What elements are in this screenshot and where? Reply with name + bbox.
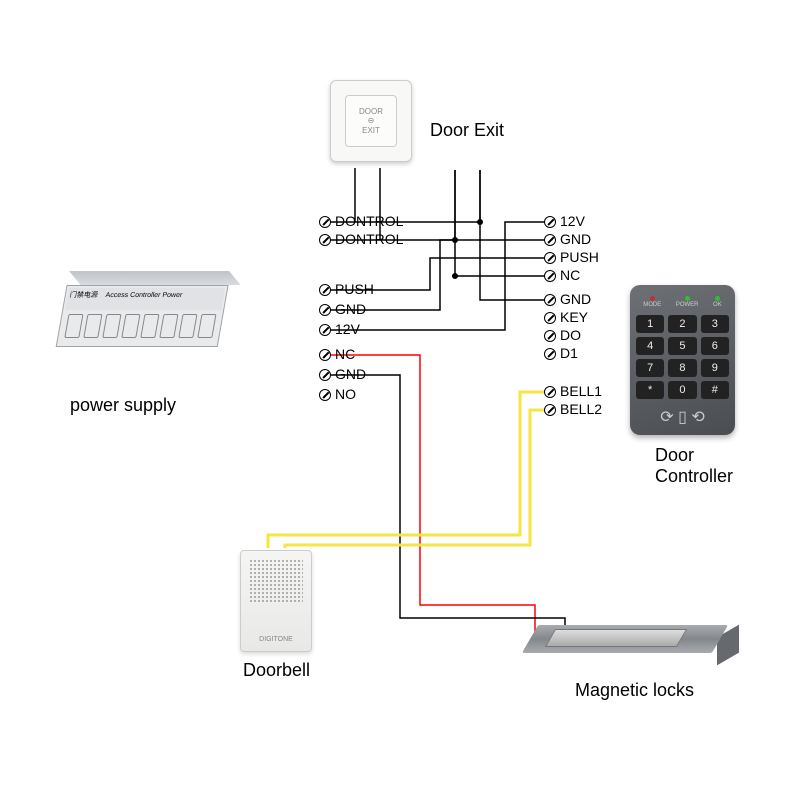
- terminal-icon: [544, 386, 556, 398]
- terminal-label: NC: [335, 346, 355, 362]
- door-exit-label: Door Exit: [430, 120, 504, 141]
- controller-led: OK: [713, 296, 722, 308]
- terminal-label: DONTROL: [335, 213, 403, 229]
- terminal-icon: [319, 324, 331, 336]
- keypad-key: 6: [701, 337, 729, 355]
- terminal-label: PUSH: [560, 249, 599, 265]
- terminal-label: GND: [560, 231, 591, 247]
- magnetic-lock-label: Magnetic locks: [575, 680, 694, 701]
- terminal-icon: [544, 252, 556, 264]
- wire: [320, 375, 565, 640]
- terminal-label: NC: [560, 267, 580, 283]
- terminal-label: BELL2: [560, 401, 602, 417]
- terminal-icon: [544, 312, 556, 324]
- door-controller-device: MODEPOWEROK 123456789*0# ⟳ ▯ ⟲: [630, 285, 735, 435]
- junction: [452, 273, 458, 279]
- terminal-icon: [319, 349, 331, 361]
- junction: [477, 219, 483, 225]
- keypad-key: *: [636, 381, 664, 399]
- wire: [455, 170, 550, 276]
- keypad-key: 3: [701, 315, 729, 333]
- terminal-label: GND: [335, 301, 366, 317]
- keypad-key: #: [701, 381, 729, 399]
- power-supply-cn: 门禁电源: [69, 292, 98, 299]
- terminal-icon: [544, 234, 556, 246]
- magnetic-lock-device: [530, 625, 720, 665]
- keypad-key: 4: [636, 337, 664, 355]
- controller-led: POWER: [676, 296, 699, 308]
- terminal-icon: [544, 294, 556, 306]
- junction: [452, 237, 458, 243]
- terminal-icon: [319, 216, 331, 228]
- power-supply-device: 门禁电源 Access Controller Power: [53, 285, 226, 360]
- keypad-key: 0: [668, 381, 696, 399]
- keypad-key: 1: [636, 315, 664, 333]
- wire: [320, 170, 455, 240]
- terminal-icon: [319, 284, 331, 296]
- terminal-label: 12V: [560, 213, 585, 229]
- terminal-icon: [319, 369, 331, 381]
- terminal-label: BELL1: [560, 383, 602, 399]
- terminal-label: PUSH: [335, 281, 374, 297]
- door-controller-label: Door Controller: [655, 445, 733, 487]
- terminal-label: 12V: [335, 321, 360, 337]
- terminal-icon: [319, 389, 331, 401]
- door-exit-device: DOOR ⊖ EXIT: [330, 80, 412, 162]
- keypad-key: 2: [668, 315, 696, 333]
- terminal-icon: [544, 270, 556, 282]
- doorbell-device: DIGITONE: [240, 550, 312, 652]
- terminal-icon: [544, 330, 556, 342]
- terminal-label: DO: [560, 327, 581, 343]
- terminal-label: NO: [335, 386, 356, 402]
- keypad-key: 5: [668, 337, 696, 355]
- terminal-label: DONTROL: [335, 231, 403, 247]
- keypad-key: 8: [668, 359, 696, 377]
- terminal-icon: [544, 348, 556, 360]
- controller-led: MODE: [643, 296, 661, 308]
- terminal-label: GND: [335, 366, 366, 382]
- terminal-icon: [544, 404, 556, 416]
- terminal-icon: [319, 234, 331, 246]
- wire: [285, 410, 550, 548]
- terminal-icon: [544, 216, 556, 228]
- terminal-label: GND: [560, 291, 591, 307]
- terminal-icon: [319, 304, 331, 316]
- power-supply-en: Access Controller Power: [105, 292, 183, 299]
- wire: [268, 392, 550, 548]
- terminal-label: D1: [560, 345, 578, 361]
- wire: [480, 170, 550, 300]
- keypad-key: 7: [636, 359, 664, 377]
- keypad-key: 9: [701, 359, 729, 377]
- power-supply-label: power supply: [70, 395, 176, 416]
- terminal-label: KEY: [560, 309, 588, 325]
- doorbell-label: Doorbell: [243, 660, 310, 681]
